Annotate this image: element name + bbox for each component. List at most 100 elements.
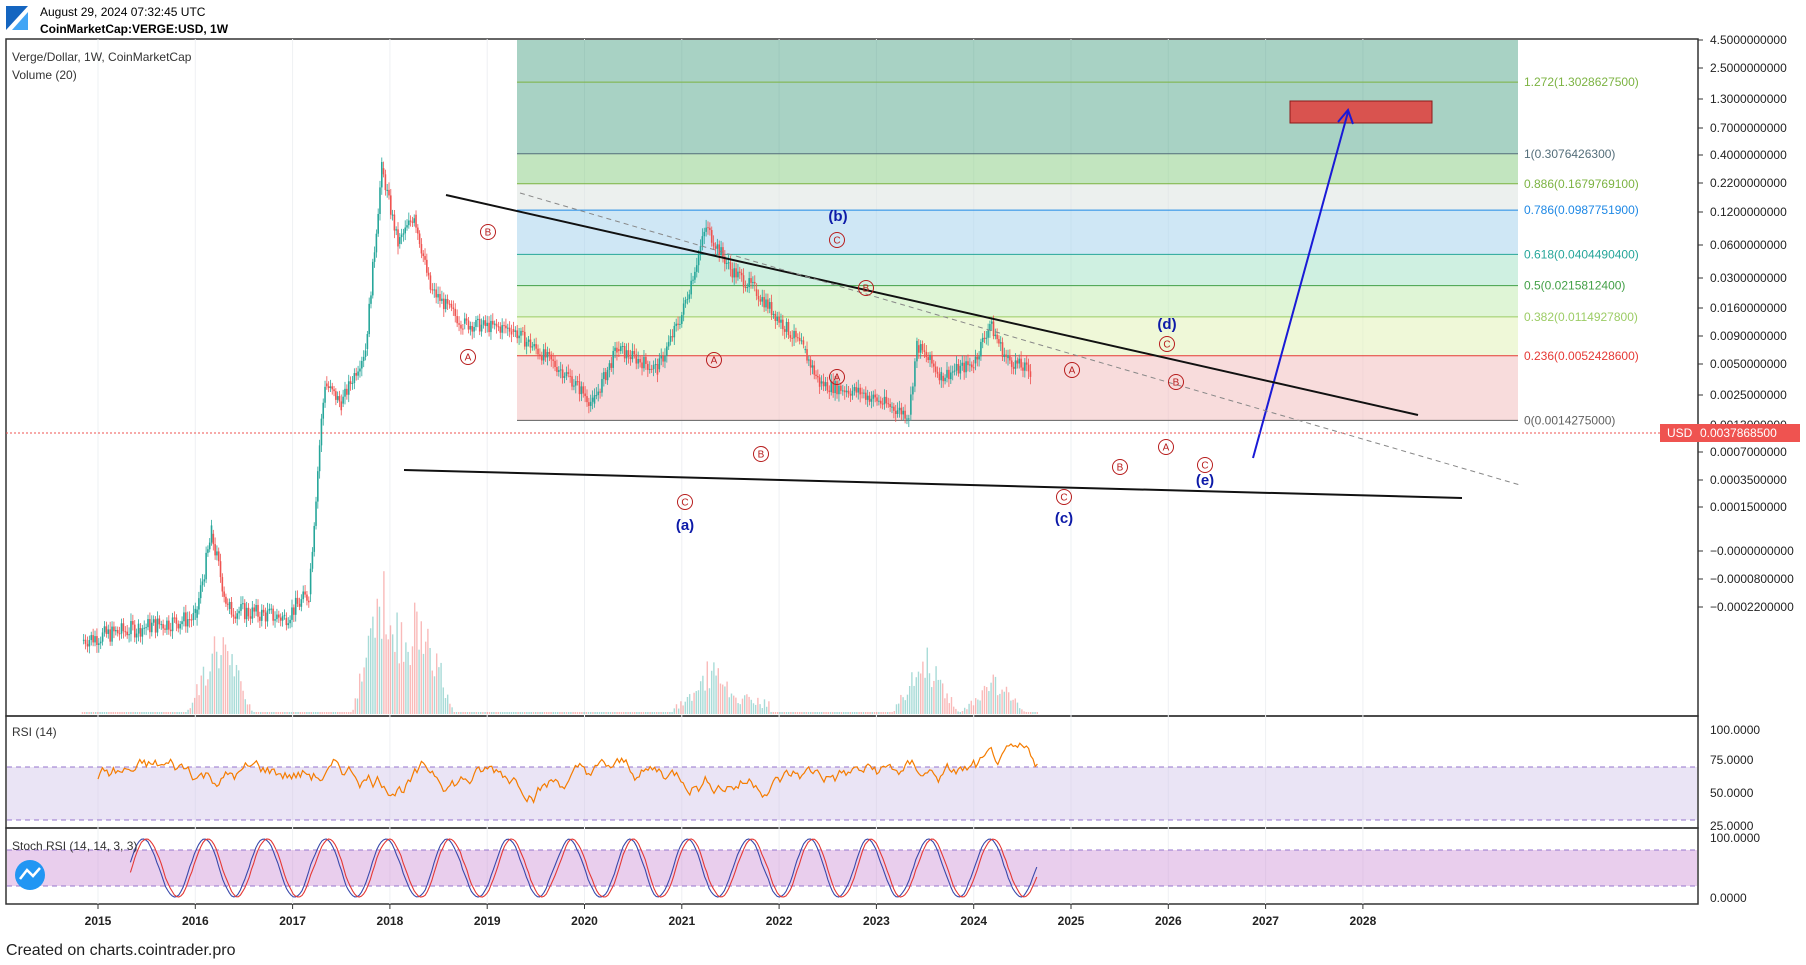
volume-bar [939, 679, 942, 714]
fib-zone-top [517, 40, 1518, 154]
volume-bar [724, 686, 726, 714]
x-tick-label: 2021 [668, 914, 695, 928]
price-candle [648, 368, 651, 370]
volume-bar [508, 712, 510, 714]
price-candle [90, 635, 93, 641]
price-candle [633, 351, 636, 355]
sub-wave-label: C [1163, 340, 1170, 351]
sub-wave-label: C [681, 498, 688, 509]
rsi-tick-label: 100.0000 [1710, 723, 1760, 737]
volume-bar [1029, 712, 1032, 714]
price-series [82, 157, 1032, 654]
volume-bar [308, 712, 310, 714]
volume-bar [449, 703, 451, 714]
price-candle [450, 303, 453, 308]
volume-bar [772, 712, 774, 714]
price-candle [533, 344, 536, 347]
volume-bar [413, 602, 416, 714]
volume-bar [132, 712, 134, 714]
price-candle [168, 620, 170, 630]
price-candle [938, 373, 941, 381]
price-candle [677, 323, 679, 325]
volume-bar [541, 712, 543, 714]
volume-bar [825, 712, 827, 714]
volume-bar [915, 677, 917, 714]
volume-bar [829, 712, 832, 714]
price-candle [355, 373, 358, 376]
price-candle [540, 355, 543, 361]
sub-wave-circle [1197, 457, 1213, 473]
price-candle [669, 336, 672, 342]
volume-bar [959, 712, 961, 714]
y-tick-label: 0.0050000000 [1710, 357, 1787, 371]
price-candle [942, 375, 944, 382]
volume-bar [387, 639, 389, 714]
price-candle [639, 358, 641, 363]
volume-bar [864, 712, 867, 714]
price-candle [849, 393, 852, 396]
price-candle [684, 300, 687, 304]
volume-bar [242, 690, 244, 714]
volume-bar [147, 712, 150, 714]
time-axis[interactable]: 2015 2016 2017 2018 2019 2020 2021 2022 2023 2024… [85, 904, 1377, 928]
price-candle [210, 525, 213, 543]
price-candle [629, 356, 632, 360]
price-candle [667, 341, 670, 347]
volume-bar [521, 712, 524, 714]
price-candle [671, 336, 674, 338]
volume-bar [933, 680, 935, 714]
y-tick-label: −0.0002200000 [1710, 600, 1794, 614]
price-candle [217, 551, 220, 562]
volume-bar [968, 703, 970, 714]
price-candle [546, 351, 549, 358]
volume-bar [246, 704, 249, 714]
price-candle [113, 626, 115, 632]
current-price-currency: USD [1667, 426, 1693, 440]
sub-wave-circle [677, 494, 693, 510]
volume-bar [264, 712, 266, 714]
price-candle [992, 321, 995, 337]
volume-bar [691, 700, 693, 714]
volume-bar [121, 712, 123, 714]
volume-bar [391, 634, 394, 714]
volume-bar [831, 712, 834, 714]
volume-bar [970, 700, 972, 714]
price-candle [755, 289, 758, 296]
price-candle [606, 369, 609, 381]
volume-bar [924, 677, 926, 714]
price-candle [548, 351, 551, 355]
price-candle [422, 253, 425, 257]
price-axis[interactable]: 4.5000000000 2.5000000000 1.3000000000 0.70… [1698, 33, 1794, 614]
volume-bar [561, 712, 563, 714]
price-candle [393, 214, 396, 231]
price-candle [177, 623, 180, 629]
volume-bar [134, 712, 136, 714]
price-candle [664, 355, 666, 362]
volume-bar [897, 703, 900, 714]
volume-bar [889, 712, 891, 714]
tradingview-icon[interactable] [15, 860, 45, 890]
volume-bar [941, 683, 944, 714]
volume-bar [699, 681, 702, 714]
volume-bar [416, 611, 418, 714]
price-candle [342, 396, 344, 404]
projection-arrow [1252, 111, 1349, 459]
price-candle [399, 237, 401, 244]
volume-bar [545, 712, 548, 714]
price-candle [774, 313, 777, 321]
price-candle [727, 262, 730, 264]
volume-bar [174, 712, 176, 714]
price-candle [406, 225, 408, 228]
sub-wave-circle [1112, 459, 1128, 475]
price-candle [478, 318, 481, 332]
price-candle [974, 356, 977, 364]
volume-bar [380, 638, 383, 714]
price-candle [965, 361, 967, 373]
price-candle [752, 281, 754, 283]
price-candle [870, 398, 873, 402]
volume-bar [215, 651, 218, 714]
price-candle [757, 295, 760, 300]
volume-bar [706, 661, 708, 714]
y-tick-label: 0.1200000000 [1710, 205, 1787, 219]
volume-bar [167, 712, 169, 714]
